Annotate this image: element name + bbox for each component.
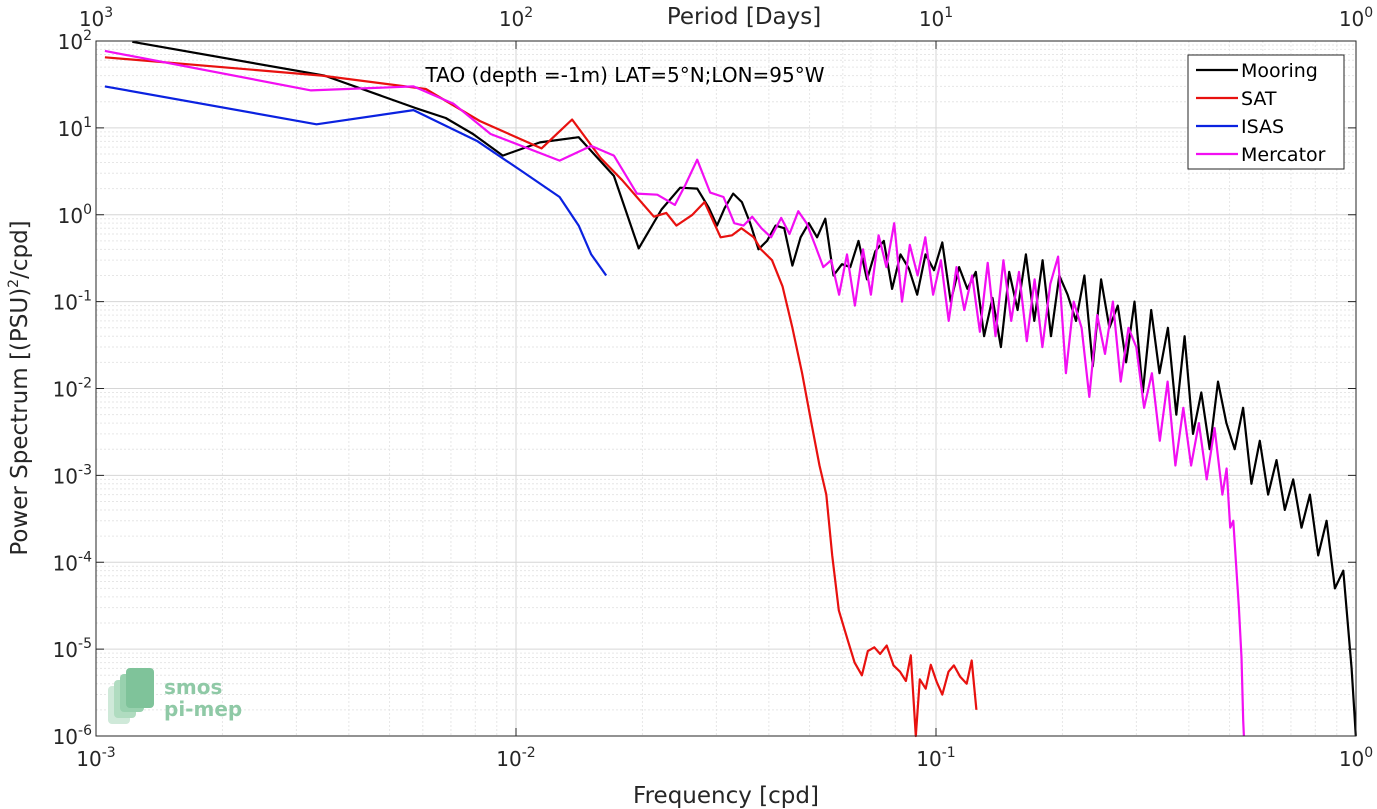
top-tick-label: 100 [1339,5,1373,31]
series-line-mercator [104,49,1245,737]
logo: smos pi-mep [108,668,242,724]
series-line-isas [104,85,608,277]
y-tick-label: 10-1 [53,289,92,315]
x-tick-label: 10-1 [916,745,955,771]
x-axis-label: Frequency [cpd] [633,783,819,809]
legend-label-mercator: Mercator [1241,144,1326,166]
top-axis-label: Period [Days] [667,4,821,30]
series-group [104,40,1357,738]
logo-text-smos: smos [164,675,222,699]
legend-label-isas: ISAS [1241,116,1284,138]
legend-box [1187,54,1345,170]
y-tick-label: 102 [58,28,92,54]
y-tick-label: 10-3 [53,462,92,488]
y-tick-label: 10-4 [53,549,93,575]
legend-label-sat: SAT [1241,88,1277,110]
top-tick-label: 101 [919,5,953,31]
y-tick-label: 10-2 [53,376,92,402]
x-tick-label: 100 [1339,745,1373,771]
logo-mark [108,668,154,724]
chart-title: TAO (depth =-1m) LAT=5°N;LON=95°W [424,63,824,87]
top-tick-label: 102 [499,5,533,31]
y-tick-label: 101 [58,115,92,141]
x-tick-label: 10-2 [496,745,535,771]
y-tick-label: 10-6 [53,723,93,749]
y-axis-label: Power Spectrum [(PSU)2/cpd] [6,220,33,555]
series-line-mooring [132,40,1357,737]
y-tick-label: 10-5 [53,636,92,662]
top-tick-label: 103 [79,5,113,31]
y-tick-label: 100 [58,202,92,228]
legend: Mooring SAT ISAS Mercator [1187,54,1345,170]
legend-label-mooring: Mooring [1241,60,1318,82]
x-tick-label: 10-3 [76,745,115,771]
logo-text-pimep: pi-mep [164,697,242,721]
series-line-sat [104,56,978,738]
